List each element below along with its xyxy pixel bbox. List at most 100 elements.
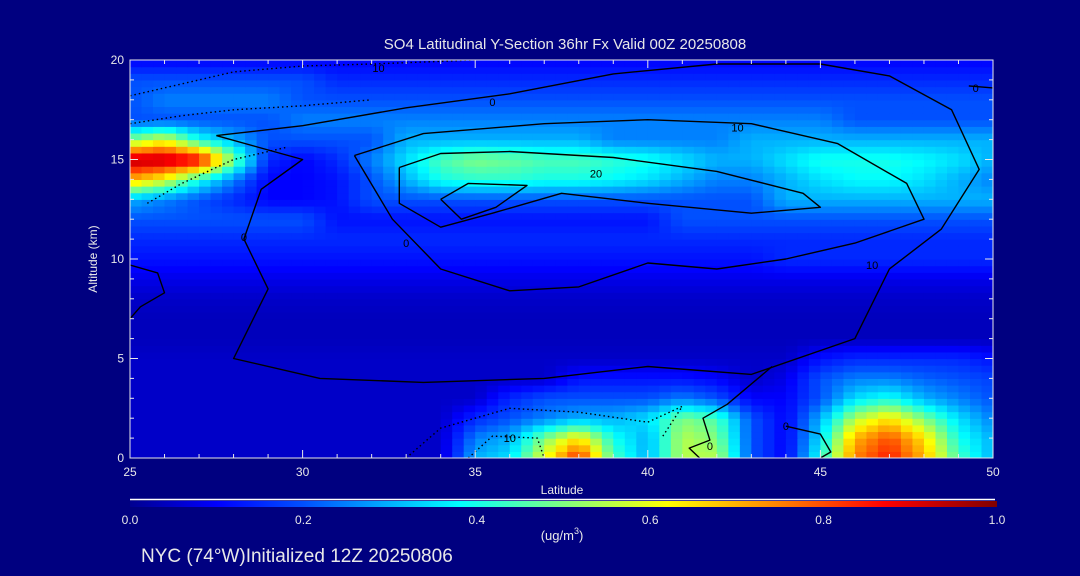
- heatmap-cell: [509, 318, 522, 326]
- heatmap-cell: [567, 338, 580, 346]
- heatmap-cell: [440, 73, 453, 81]
- heatmap-cell: [866, 265, 879, 273]
- heatmap-cell: [636, 398, 649, 406]
- heatmap-cell: [164, 99, 177, 108]
- heatmap-cell: [337, 159, 350, 167]
- heatmap-cell: [187, 385, 200, 393]
- heatmap-cell: [325, 113, 338, 121]
- heatmap-cell: [843, 86, 856, 94]
- heatmap-cell: [866, 365, 879, 373]
- heatmap-cell: [498, 139, 511, 147]
- heatmap-cell: [222, 212, 235, 220]
- heatmap-cell: [578, 278, 591, 287]
- heatmap-cell: [130, 358, 143, 366]
- heatmap-cell: [946, 351, 960, 360]
- heatmap-cell: [291, 252, 304, 260]
- heatmap-cell: [866, 431, 879, 439]
- heatmap-cell: [797, 298, 810, 307]
- heatmap-cell: [567, 239, 580, 247]
- heatmap-cell: [797, 451, 810, 458]
- heatmap-cell: [486, 60, 499, 68]
- heatmap-cell: [544, 179, 557, 187]
- heatmap-cell: [774, 431, 787, 439]
- heatmap-cell: [958, 225, 971, 234]
- heatmap-cell: [245, 60, 258, 68]
- heatmap-cell: [659, 205, 672, 214]
- heatmap-cell: [969, 305, 983, 313]
- heatmap-cell: [256, 172, 269, 180]
- heatmap-cell: [521, 79, 534, 88]
- heatmap-cell: [831, 431, 845, 439]
- heatmap-cell: [854, 438, 868, 446]
- heatmap-cell: [682, 179, 695, 187]
- heatmap-cell: [199, 292, 212, 300]
- heatmap-cell: [429, 278, 442, 287]
- heatmap-cell: [463, 259, 476, 267]
- heatmap-cell: [578, 93, 591, 101]
- heatmap-cell: [429, 431, 442, 439]
- heatmap-cell: [831, 378, 845, 386]
- heatmap-cell: [900, 398, 914, 406]
- heatmap-cell: [532, 106, 545, 114]
- heatmap-cell: [509, 325, 522, 333]
- heatmap-cell: [578, 265, 591, 273]
- heatmap-cell: [797, 391, 810, 399]
- heatmap-cell: [981, 378, 993, 386]
- heatmap-cell: [291, 418, 304, 426]
- heatmap-cell: [785, 99, 798, 108]
- heatmap-cell: [199, 424, 212, 433]
- heatmap-cell: [509, 212, 522, 220]
- heatmap-cell: [245, 79, 258, 88]
- heatmap-cell: [935, 99, 948, 108]
- heatmap-cell: [302, 172, 315, 180]
- heatmap-cell: [256, 385, 269, 393]
- heatmap-cell: [383, 292, 396, 300]
- heatmap-cell: [969, 325, 983, 333]
- heatmap-cell: [371, 73, 384, 81]
- heatmap-cell: [751, 312, 764, 320]
- heatmap-cell: [659, 113, 672, 121]
- heatmap-cell: [578, 73, 591, 81]
- heatmap-cell: [739, 371, 752, 379]
- heatmap-cell: [279, 93, 292, 101]
- heatmap-cell: [532, 325, 545, 333]
- heatmap-cell: [222, 404, 235, 413]
- heatmap-cell: [302, 219, 315, 227]
- heatmap-cell: [877, 146, 891, 154]
- heatmap-cell: [222, 371, 235, 379]
- heatmap-cell: [360, 418, 373, 426]
- heatmap-cell: [302, 139, 315, 147]
- heatmap-cell: [130, 166, 143, 174]
- heatmap-cell: [774, 285, 787, 293]
- heatmap-cell: [475, 298, 488, 307]
- heatmap-cell: [417, 338, 430, 346]
- heatmap-cell: [831, 219, 845, 227]
- heatmap-cell: [360, 365, 373, 373]
- heatmap-cell: [647, 199, 660, 207]
- heatmap-cell: [889, 365, 902, 373]
- heatmap-cell: [555, 351, 568, 360]
- heatmap-cell: [785, 411, 798, 419]
- heatmap-cell: [693, 312, 706, 320]
- heatmap-cell: [774, 119, 787, 127]
- heatmap-cell: [509, 358, 522, 366]
- heatmap-cell: [762, 438, 775, 446]
- heatmap-cell: [877, 159, 891, 167]
- heatmap-cell: [751, 305, 764, 313]
- heatmap-cell: [199, 438, 212, 446]
- heatmap-cell: [164, 431, 177, 439]
- heatmap-cell: [785, 86, 798, 94]
- heatmap-cell: [521, 272, 534, 280]
- heatmap-cell: [854, 172, 868, 180]
- heatmap-cell: [820, 404, 833, 413]
- heatmap-cell: [877, 212, 891, 220]
- heatmap-cell: [429, 444, 442, 452]
- heatmap-cell: [291, 86, 304, 94]
- heatmap-cell: [164, 239, 177, 247]
- heatmap-cell: [923, 113, 937, 121]
- y-tick-label: 10: [111, 252, 125, 266]
- heatmap-cell: [509, 345, 522, 353]
- heatmap-cell: [245, 225, 258, 234]
- heatmap-cell: [728, 159, 741, 167]
- heatmap-cell: [831, 239, 845, 247]
